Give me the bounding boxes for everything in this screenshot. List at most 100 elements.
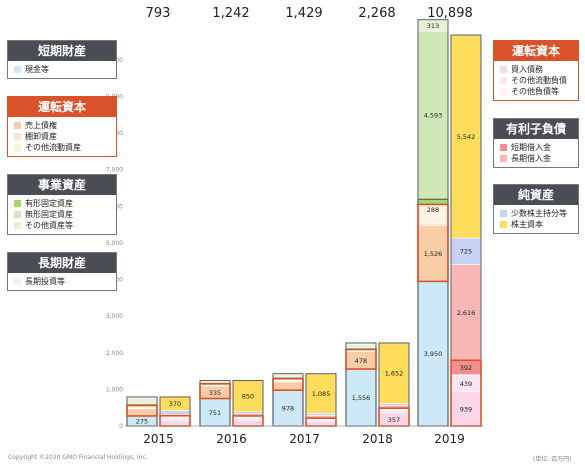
- total-2017: 1,429: [285, 6, 323, 21]
- legend-item: 棚卸資産: [14, 131, 116, 142]
- swatch: [500, 66, 507, 73]
- legend-title: 運転資本: [8, 97, 116, 117]
- y-tick-label: 2,000: [106, 350, 123, 357]
- legend-item: 有形固定資産: [14, 198, 116, 209]
- legend-title: 運転資本: [494, 41, 578, 61]
- swatch: [14, 133, 21, 140]
- liabilities-segment-payables: [232, 420, 264, 427]
- total-2018: 2,268: [358, 6, 396, 21]
- liabilities-segment-equity: [305, 373, 337, 414]
- liabilities-segment-minority: [232, 411, 264, 414]
- y-tick-label: 3,000: [106, 313, 123, 320]
- liabilities-segment-payables: [159, 420, 191, 427]
- swatch: [500, 221, 507, 228]
- swatch: [14, 144, 21, 151]
- legend-item: 長期投資等: [14, 276, 116, 287]
- legend-item: その他流動負債: [500, 75, 578, 86]
- y-tick-label: 1,000: [106, 386, 123, 393]
- working-capital-frame: [126, 404, 158, 417]
- data-label: 5,542: [457, 133, 476, 141]
- x-category-label: 2017: [289, 432, 320, 446]
- assets-segment-inventory: [417, 223, 449, 226]
- data-label: 3,950: [424, 350, 443, 358]
- liabilities-segment-other_current_liab: [232, 418, 264, 421]
- liabilities-segment-minority: [378, 403, 410, 406]
- liabilities-segment-other_current_liab: [159, 418, 191, 421]
- data-label: 1,526: [424, 250, 443, 258]
- x-category-label: 2019: [434, 432, 465, 446]
- data-label: 939: [460, 405, 472, 413]
- data-label: 4,593: [424, 112, 443, 120]
- data-label: 2,616: [457, 309, 476, 317]
- data-label: 288: [427, 206, 439, 214]
- liabilities-segment-equity: [450, 34, 482, 239]
- working-capital-frame: [272, 377, 304, 391]
- legend-title: 純資産: [494, 185, 578, 205]
- swatch: [500, 77, 507, 84]
- assets-segment-receivables: [126, 408, 158, 417]
- legend-net-assets: 純資産 少数株主持分等 株主資本: [493, 184, 579, 234]
- legend-item: 現金等: [14, 64, 116, 75]
- legend-item: 短期借入金: [500, 142, 578, 153]
- legend-working-capital-assets: 運転資本 売上債権 棚卸資産 その他流動資産: [7, 96, 117, 157]
- unit-label: (単位: 百万円): [533, 456, 572, 463]
- legend-item: 株主資本: [500, 219, 578, 230]
- legend-interest-bearing-debt: 有利子負債 短期借入金 長期借入金: [493, 118, 579, 168]
- legend-item: その他負債等: [500, 86, 578, 97]
- data-label: 751: [209, 409, 221, 417]
- legend-title: 長期財産: [8, 253, 116, 273]
- assets-segment-other_fixed: [345, 344, 377, 348]
- swatch: [500, 210, 507, 217]
- y-tick-label: 0: [119, 423, 123, 430]
- working-capital-frame: [417, 203, 449, 283]
- legend-working-capital-liabilities: 運転資本 買入債務 その他流動負債 その他負債等: [493, 40, 579, 101]
- legend-item: 無形固定資産: [14, 209, 116, 220]
- x-category-label: 2016: [216, 432, 247, 446]
- assets-segment-other_fixed: [272, 374, 304, 378]
- data-label: 725: [460, 248, 472, 256]
- assets-segment-other_current: [417, 214, 449, 224]
- data-label: 370: [169, 400, 181, 408]
- assets-segment-cash: [417, 281, 449, 427]
- liabilities-segment-other_current_liab: [378, 410, 410, 414]
- liabilities-segment-other_liab: [232, 416, 264, 419]
- total-2019: 10,898: [427, 6, 473, 21]
- legend-long-term-assets: 長期財産 長期投資等: [7, 252, 117, 291]
- legend-title: 有利子負債: [494, 119, 578, 139]
- data-label: 850: [242, 393, 254, 401]
- working-capital-frame: [199, 383, 231, 400]
- legend-item: 長期借入金: [500, 153, 578, 164]
- data-label: 478: [355, 357, 367, 365]
- data-label: 275: [136, 417, 148, 425]
- legend-item: 買入債務: [500, 64, 578, 75]
- swatch: [14, 278, 21, 285]
- data-label: 439: [460, 380, 472, 388]
- assets-segment-receivables: [272, 381, 304, 391]
- x-category-label: 2015: [143, 432, 174, 446]
- total-2015: 793: [145, 6, 171, 21]
- legend-item: 少数株主持分等: [500, 208, 578, 219]
- legend-short-term-assets: 短期財産 現金等: [7, 40, 117, 79]
- data-label: 313: [427, 22, 439, 30]
- liabilities-segment-equity: [378, 342, 410, 404]
- legend-title: 短期財産: [8, 41, 116, 61]
- data-label: 1,556: [352, 394, 371, 402]
- totals-row: 793 1,242 1,429 2,268 10,898: [0, 6, 585, 24]
- swatch: [500, 155, 507, 162]
- swatch: [500, 144, 507, 151]
- x-category-label: 2018: [362, 432, 393, 446]
- data-label: 335: [209, 389, 221, 397]
- swatch: [14, 66, 21, 73]
- legend-title: 事業資産: [8, 175, 116, 195]
- assets-segment-cash: [345, 368, 377, 427]
- swatch: [14, 222, 21, 229]
- legend-business-assets: 事業資産 有形固定資産 無形固定資産 その他資産等: [7, 174, 117, 235]
- legend-item: 売上債権: [14, 120, 116, 131]
- working-capital-frame: [345, 348, 377, 370]
- data-label: 978: [282, 405, 294, 413]
- data-label: 1,085: [312, 390, 331, 398]
- data-label: 1,652: [385, 370, 404, 378]
- total-2016: 1,242: [212, 6, 250, 21]
- assets-segment-intangible: [417, 30, 449, 200]
- copyright: Copyright ©2020 GMO Financial Holdings, …: [8, 454, 148, 461]
